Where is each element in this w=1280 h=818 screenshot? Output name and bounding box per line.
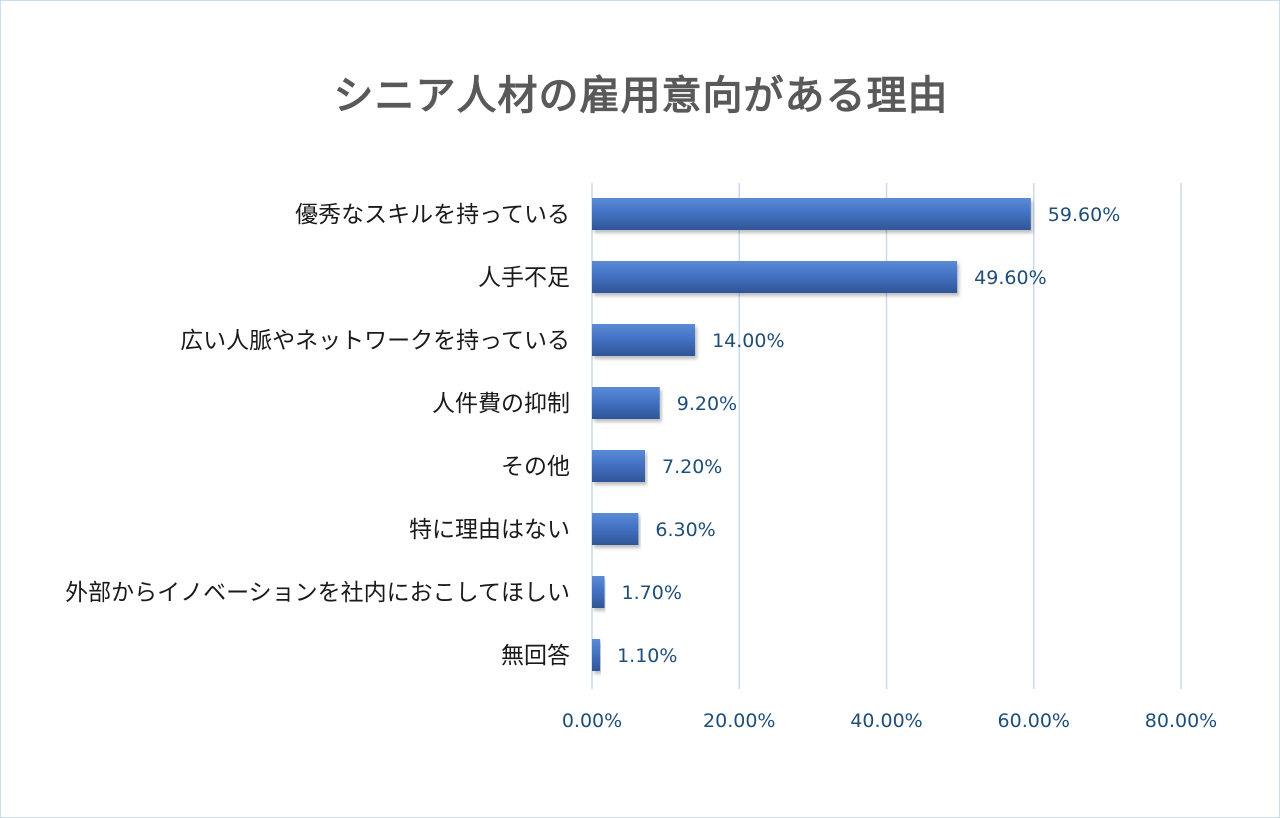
bars bbox=[592, 198, 1031, 671]
grid-lines bbox=[591, 183, 1182, 689]
data-label: 14.00% bbox=[712, 330, 784, 352]
category-label: 人手不足 bbox=[478, 265, 570, 291]
bar bbox=[592, 639, 601, 671]
labels: 0.00% 20.00% 40.00% 60.00% 80.00% 優秀なスキルを持ってい… bbox=[65, 202, 1217, 732]
category-label: 特に理由はない bbox=[409, 517, 570, 543]
data-label: 59.60% bbox=[1048, 204, 1120, 226]
x-tick-label: 0.00% bbox=[562, 710, 622, 732]
data-label: 1.70% bbox=[622, 582, 682, 604]
data-label: 6.30% bbox=[655, 519, 715, 541]
bar bbox=[592, 450, 646, 482]
bar bbox=[592, 324, 696, 356]
bar bbox=[592, 261, 958, 293]
chart-title: シニア人材の雇用意向がある理由 bbox=[333, 73, 949, 119]
bar bbox=[592, 198, 1031, 230]
data-label: 1.10% bbox=[617, 645, 677, 667]
category-label: 外部からイノベーションを社内におこしてほしい bbox=[65, 580, 570, 606]
data-label: 9.20% bbox=[677, 393, 737, 415]
category-label: その他 bbox=[501, 454, 570, 480]
x-tick-label: 40.00% bbox=[850, 710, 922, 732]
data-label: 7.20% bbox=[662, 456, 722, 478]
x-tick-label: 80.00% bbox=[1145, 710, 1217, 732]
bar bbox=[592, 513, 639, 545]
category-label: 無回答 bbox=[501, 643, 570, 669]
bar bbox=[592, 576, 605, 608]
x-tick-label: 20.00% bbox=[703, 710, 775, 732]
x-tick-label: 60.00% bbox=[998, 710, 1070, 732]
category-label: 広い人脈やネットワークを持っている bbox=[180, 328, 570, 354]
category-label: 人件費の抑制 bbox=[432, 391, 570, 417]
category-label: 優秀なスキルを持っている bbox=[295, 202, 570, 228]
bar bbox=[592, 387, 660, 419]
data-label: 49.60% bbox=[974, 267, 1046, 289]
